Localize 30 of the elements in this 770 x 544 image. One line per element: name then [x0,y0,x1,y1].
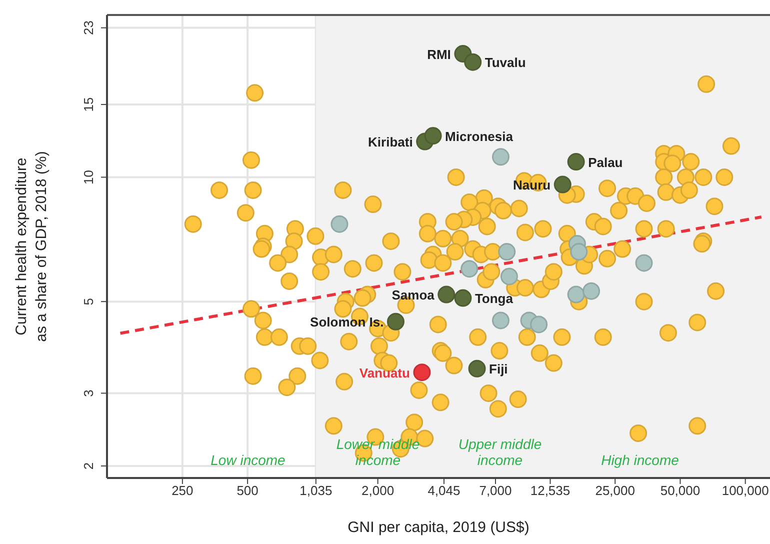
annotation: Low income [210,452,286,468]
y-tick-label: 10 [81,170,96,184]
annotation: High income [601,452,680,468]
data-label: Fiji [489,362,508,377]
y-axis-title: Current health expenditure as a share of GDP, 2018 (%) [13,151,50,342]
y-tick-label: 23 [81,20,96,36]
data-label: Tuvalu [484,55,526,70]
x-tick-label: 4,045 [428,483,460,498]
x-tick-label: 2,000 [362,483,394,498]
data-label: Tonga [474,291,514,306]
x-axis-title: GNI per capita, 2019 (US$) [348,519,530,536]
x-tick-label: 250 [172,483,194,498]
y-tick-label: 15 [81,97,96,112]
data-label: Palau [588,154,623,170]
x-tick-label: 100,000 [722,483,769,498]
x-tick-label: 500 [236,483,258,498]
x-tick-label: 50,000 [660,483,700,498]
annotation: Upper middle income [458,436,542,468]
data-label: Micronesia [445,128,514,144]
data-label: Kiribati [368,134,413,150]
x-tick-label: 1,035 [300,483,332,498]
data-label: RMI [427,46,451,62]
x-tick-label: 12,535 [530,483,570,498]
y-tick-label: 2 [81,462,96,470]
data-label: Samoa [392,288,436,303]
x-tick-label: 7,000 [479,483,512,498]
y-tick-label: 3 [81,390,96,397]
x-tick-label: 25,000 [595,483,635,498]
data-label: Vanuatu [359,365,410,380]
y-tick-label: 5 [81,298,96,306]
